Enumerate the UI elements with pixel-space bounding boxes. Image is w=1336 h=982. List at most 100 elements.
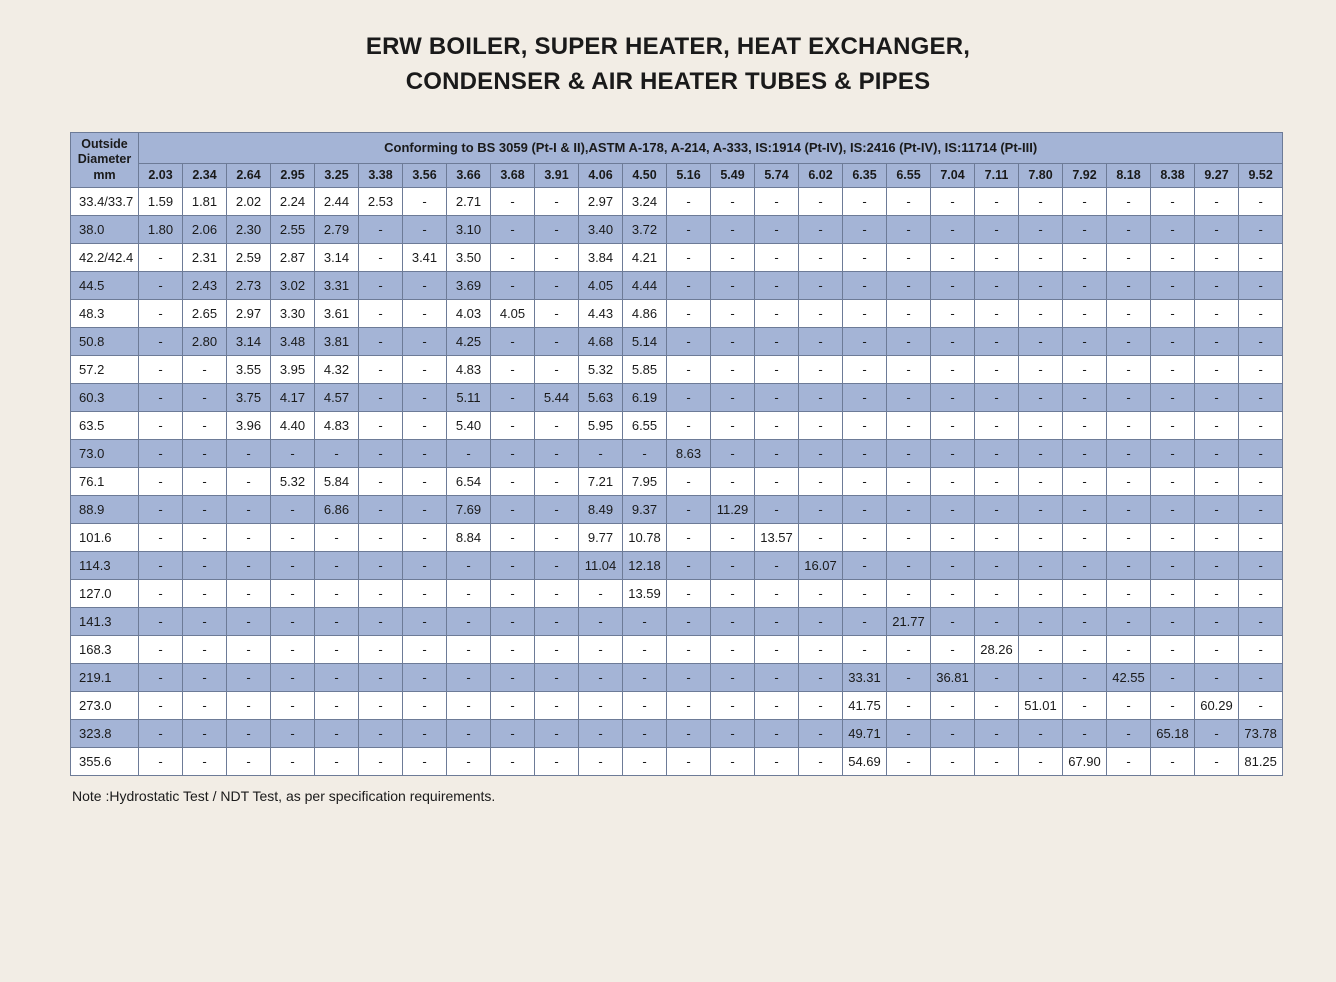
- cell-value: -: [403, 608, 447, 636]
- cell-value: -: [1107, 328, 1151, 356]
- cell-value: -: [1239, 188, 1283, 216]
- cell-value: -: [1019, 720, 1063, 748]
- header-thickness: 3.38: [359, 163, 403, 188]
- cell-value: -: [1019, 636, 1063, 664]
- cell-value: -: [711, 384, 755, 412]
- cell-value: -: [931, 188, 975, 216]
- cell-value: 67.90: [1063, 748, 1107, 776]
- cell-value: 4.17: [271, 384, 315, 412]
- cell-value: -: [1195, 328, 1239, 356]
- cell-od: 42.2/42.4: [71, 244, 139, 272]
- cell-value: -: [1063, 636, 1107, 664]
- cell-value: -: [535, 720, 579, 748]
- cell-value: -: [843, 300, 887, 328]
- cell-value: -: [667, 692, 711, 720]
- cell-value: -: [359, 440, 403, 468]
- table-row: 219.1----------------33.31-36.81---42.55…: [71, 664, 1283, 692]
- cell-value: 3.55: [227, 356, 271, 384]
- cell-value: -: [755, 244, 799, 272]
- cell-value: 5.84: [315, 468, 359, 496]
- cell-value: -: [755, 300, 799, 328]
- cell-value: -: [1151, 384, 1195, 412]
- cell-value: -: [1063, 468, 1107, 496]
- cell-value: -: [271, 496, 315, 524]
- cell-value: -: [799, 300, 843, 328]
- cell-value: -: [755, 440, 799, 468]
- cell-value: -: [359, 300, 403, 328]
- cell-value: -: [887, 748, 931, 776]
- cell-value: -: [1195, 664, 1239, 692]
- cell-value: -: [931, 524, 975, 552]
- cell-value: 42.55: [1107, 664, 1151, 692]
- cell-value: -: [359, 496, 403, 524]
- cell-value: -: [1195, 608, 1239, 636]
- cell-value: -: [623, 440, 667, 468]
- table-row: 60.3--3.754.174.57--5.11-5.445.636.19---…: [71, 384, 1283, 412]
- cell-value: -: [1063, 188, 1107, 216]
- cell-value: -: [975, 384, 1019, 412]
- cell-value: -: [755, 328, 799, 356]
- cell-value: 4.43: [579, 300, 623, 328]
- cell-value: -: [975, 440, 1019, 468]
- cell-value: -: [139, 636, 183, 664]
- cell-value: -: [1063, 384, 1107, 412]
- cell-value: -: [139, 272, 183, 300]
- cell-value: 2.71: [447, 188, 491, 216]
- cell-od: 63.5: [71, 412, 139, 440]
- cell-value: -: [1151, 412, 1195, 440]
- cell-value: -: [667, 580, 711, 608]
- cell-value: -: [403, 524, 447, 552]
- cell-value: -: [843, 328, 887, 356]
- cell-value: -: [667, 608, 711, 636]
- header-od: Outside Diameter mm: [71, 132, 139, 188]
- cell-value: -: [667, 384, 711, 412]
- header-thickness: 5.49: [711, 163, 755, 188]
- cell-value: -: [843, 580, 887, 608]
- cell-value: -: [975, 356, 1019, 384]
- cell-value: -: [491, 216, 535, 244]
- cell-value: -: [711, 552, 755, 580]
- cell-value: -: [667, 356, 711, 384]
- cell-od: 44.5: [71, 272, 139, 300]
- cell-value: -: [1239, 580, 1283, 608]
- cell-value: -: [403, 468, 447, 496]
- table-row: 355.6----------------54.69----67.90---81…: [71, 748, 1283, 776]
- cell-value: -: [1019, 440, 1063, 468]
- cell-value: -: [315, 580, 359, 608]
- table-row: 73.0------------8.63-------------: [71, 440, 1283, 468]
- cell-value: -: [887, 440, 931, 468]
- cell-value: -: [887, 552, 931, 580]
- cell-value: -: [1239, 244, 1283, 272]
- cell-value: -: [359, 468, 403, 496]
- cell-value: -: [975, 216, 1019, 244]
- cell-value: -: [887, 664, 931, 692]
- cell-value: -: [667, 636, 711, 664]
- cell-value: -: [535, 524, 579, 552]
- cell-value: 2.02: [227, 188, 271, 216]
- cell-value: -: [843, 244, 887, 272]
- cell-value: -: [1151, 328, 1195, 356]
- cell-value: -: [227, 496, 271, 524]
- cell-value: -: [535, 216, 579, 244]
- cell-value: -: [491, 272, 535, 300]
- cell-value: -: [1019, 608, 1063, 636]
- cell-value: -: [1195, 748, 1239, 776]
- table-body: 33.4/33.71.591.812.022.242.442.53-2.71--…: [71, 188, 1283, 776]
- cell-value: -: [843, 608, 887, 636]
- cell-value: -: [227, 440, 271, 468]
- cell-value: -: [975, 272, 1019, 300]
- cell-value: -: [579, 440, 623, 468]
- cell-value: -: [1151, 664, 1195, 692]
- cell-value: -: [843, 384, 887, 412]
- cell-value: -: [1019, 552, 1063, 580]
- cell-od: 33.4/33.7: [71, 188, 139, 216]
- cell-value: 4.40: [271, 412, 315, 440]
- cell-value: -: [403, 720, 447, 748]
- cell-value: 3.69: [447, 272, 491, 300]
- cell-value: -: [1063, 524, 1107, 552]
- cell-value: -: [491, 412, 535, 440]
- cell-value: -: [755, 496, 799, 524]
- cell-value: -: [359, 636, 403, 664]
- cell-value: -: [1063, 412, 1107, 440]
- cell-value: -: [491, 244, 535, 272]
